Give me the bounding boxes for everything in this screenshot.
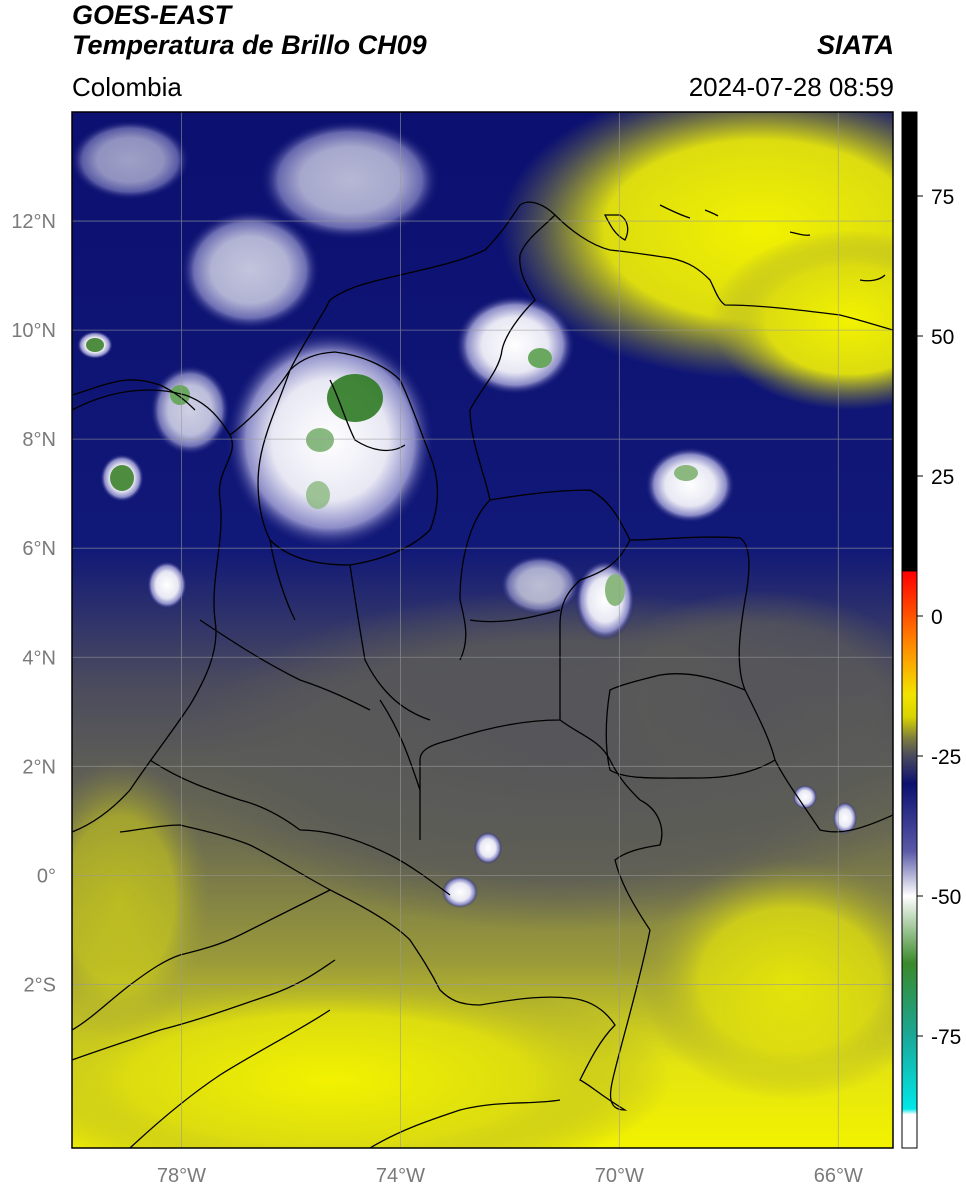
region-name: Colombia xyxy=(72,72,182,102)
latitude-label: 6°N xyxy=(22,538,56,560)
longitude-labels: 78°W 74°W 70°W 66°W xyxy=(157,1165,863,1187)
timestamp: 2024-07-28 08:59 xyxy=(688,72,894,102)
colorbar-tick-label: 0 xyxy=(931,606,943,629)
lat-lon-grid xyxy=(72,112,893,1148)
colorbar-tick-label: -75 xyxy=(931,1026,961,1049)
political-boundaries xyxy=(72,201,893,1148)
product-title: GOES-EAST xyxy=(72,0,232,30)
latitude-label: 8°N xyxy=(22,429,56,451)
latitude-labels: 12°N 10°N 8°N 6°N 4°N 2°N 0° 2°S xyxy=(11,211,56,996)
colorbar-ticks: 75 50 25 0 -25 -50 -75 xyxy=(917,186,961,1049)
longitude-label: 78°W xyxy=(157,1165,206,1187)
colorbar-scale xyxy=(902,112,917,1148)
colorbar-tick-label: -25 xyxy=(931,746,961,769)
latitude-label: 4°N xyxy=(22,647,56,669)
product-subtitle: Temperatura de Brillo CH09 xyxy=(72,30,427,60)
colorbar-tick-label: -50 xyxy=(931,886,961,909)
brand-name: SIATA xyxy=(817,30,894,60)
satellite-imagery xyxy=(72,112,893,1148)
latitude-label: 2°S xyxy=(24,974,56,996)
latitude-label: 12°N xyxy=(11,211,56,233)
colorbar-tick-label: 75 xyxy=(931,186,954,209)
latitude-label: 2°N xyxy=(22,756,56,778)
colorbar: 75 50 25 0 -25 -50 -75 xyxy=(901,111,961,1149)
longitude-label: 66°W xyxy=(814,1165,863,1187)
latitude-label: 10°N xyxy=(11,320,56,342)
colorbar-tick-label: 25 xyxy=(931,466,954,489)
longitude-label: 74°W xyxy=(376,1165,425,1187)
map-frame xyxy=(71,111,894,1149)
latitude-label: 0° xyxy=(37,865,56,887)
colorbar-tick-label: 50 xyxy=(931,326,954,349)
longitude-label: 70°W xyxy=(595,1165,644,1187)
